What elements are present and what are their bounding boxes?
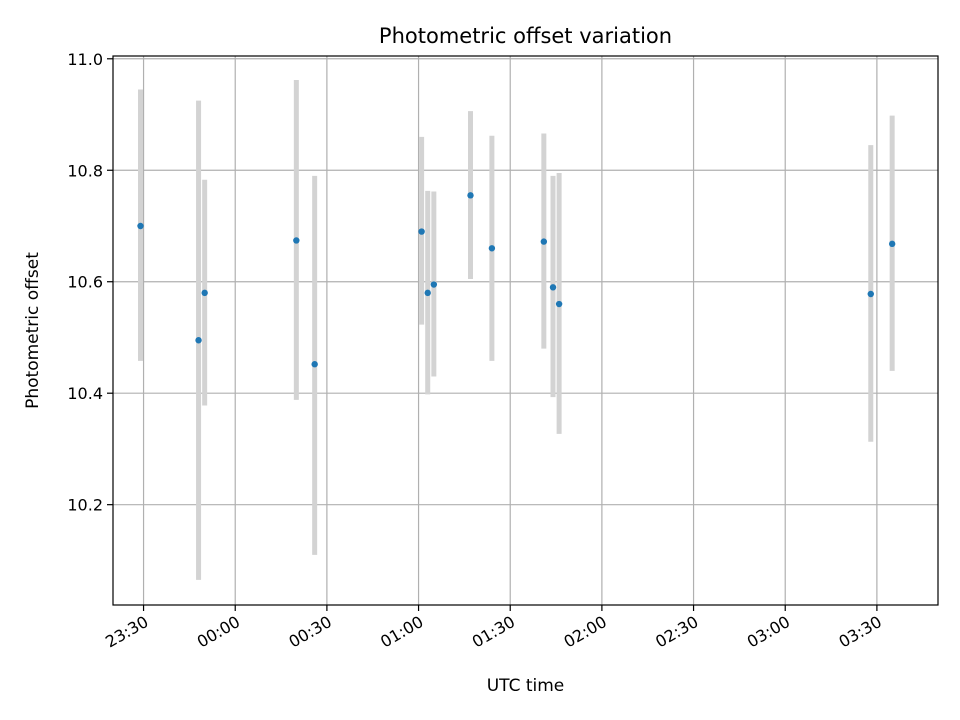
data-point — [311, 361, 318, 368]
data-point — [424, 289, 431, 297]
data-point — [888, 240, 896, 248]
x-axis-label: UTC time — [487, 676, 565, 696]
data-point — [195, 337, 202, 344]
data-points — [137, 192, 896, 368]
chart-title: Photometric offset variation — [379, 24, 672, 48]
y-tick-label: 10.6 — [67, 273, 103, 292]
data-point — [293, 237, 300, 244]
data-point — [555, 300, 563, 308]
y-axis-ticks: 10.2 10.4 10.6 10.8 11.0 — [67, 50, 113, 515]
y-tick-label: 10.8 — [67, 161, 103, 180]
data-point — [467, 192, 474, 199]
data-point — [549, 284, 557, 291]
plot-frame — [112, 55, 939, 606]
data-point — [867, 290, 874, 298]
grid — [113, 56, 938, 605]
data-point — [201, 289, 208, 297]
data-point — [540, 238, 548, 245]
y-tick-label: 10.2 — [67, 496, 103, 515]
data-point — [418, 228, 425, 235]
data-point — [430, 281, 438, 288]
data-point — [137, 222, 144, 230]
y-axis-label: Photometric offset — [23, 252, 43, 409]
y-tick-label: 11.0 — [67, 50, 103, 69]
data-point — [488, 245, 496, 252]
y-tick-label: 10.4 — [67, 384, 103, 403]
